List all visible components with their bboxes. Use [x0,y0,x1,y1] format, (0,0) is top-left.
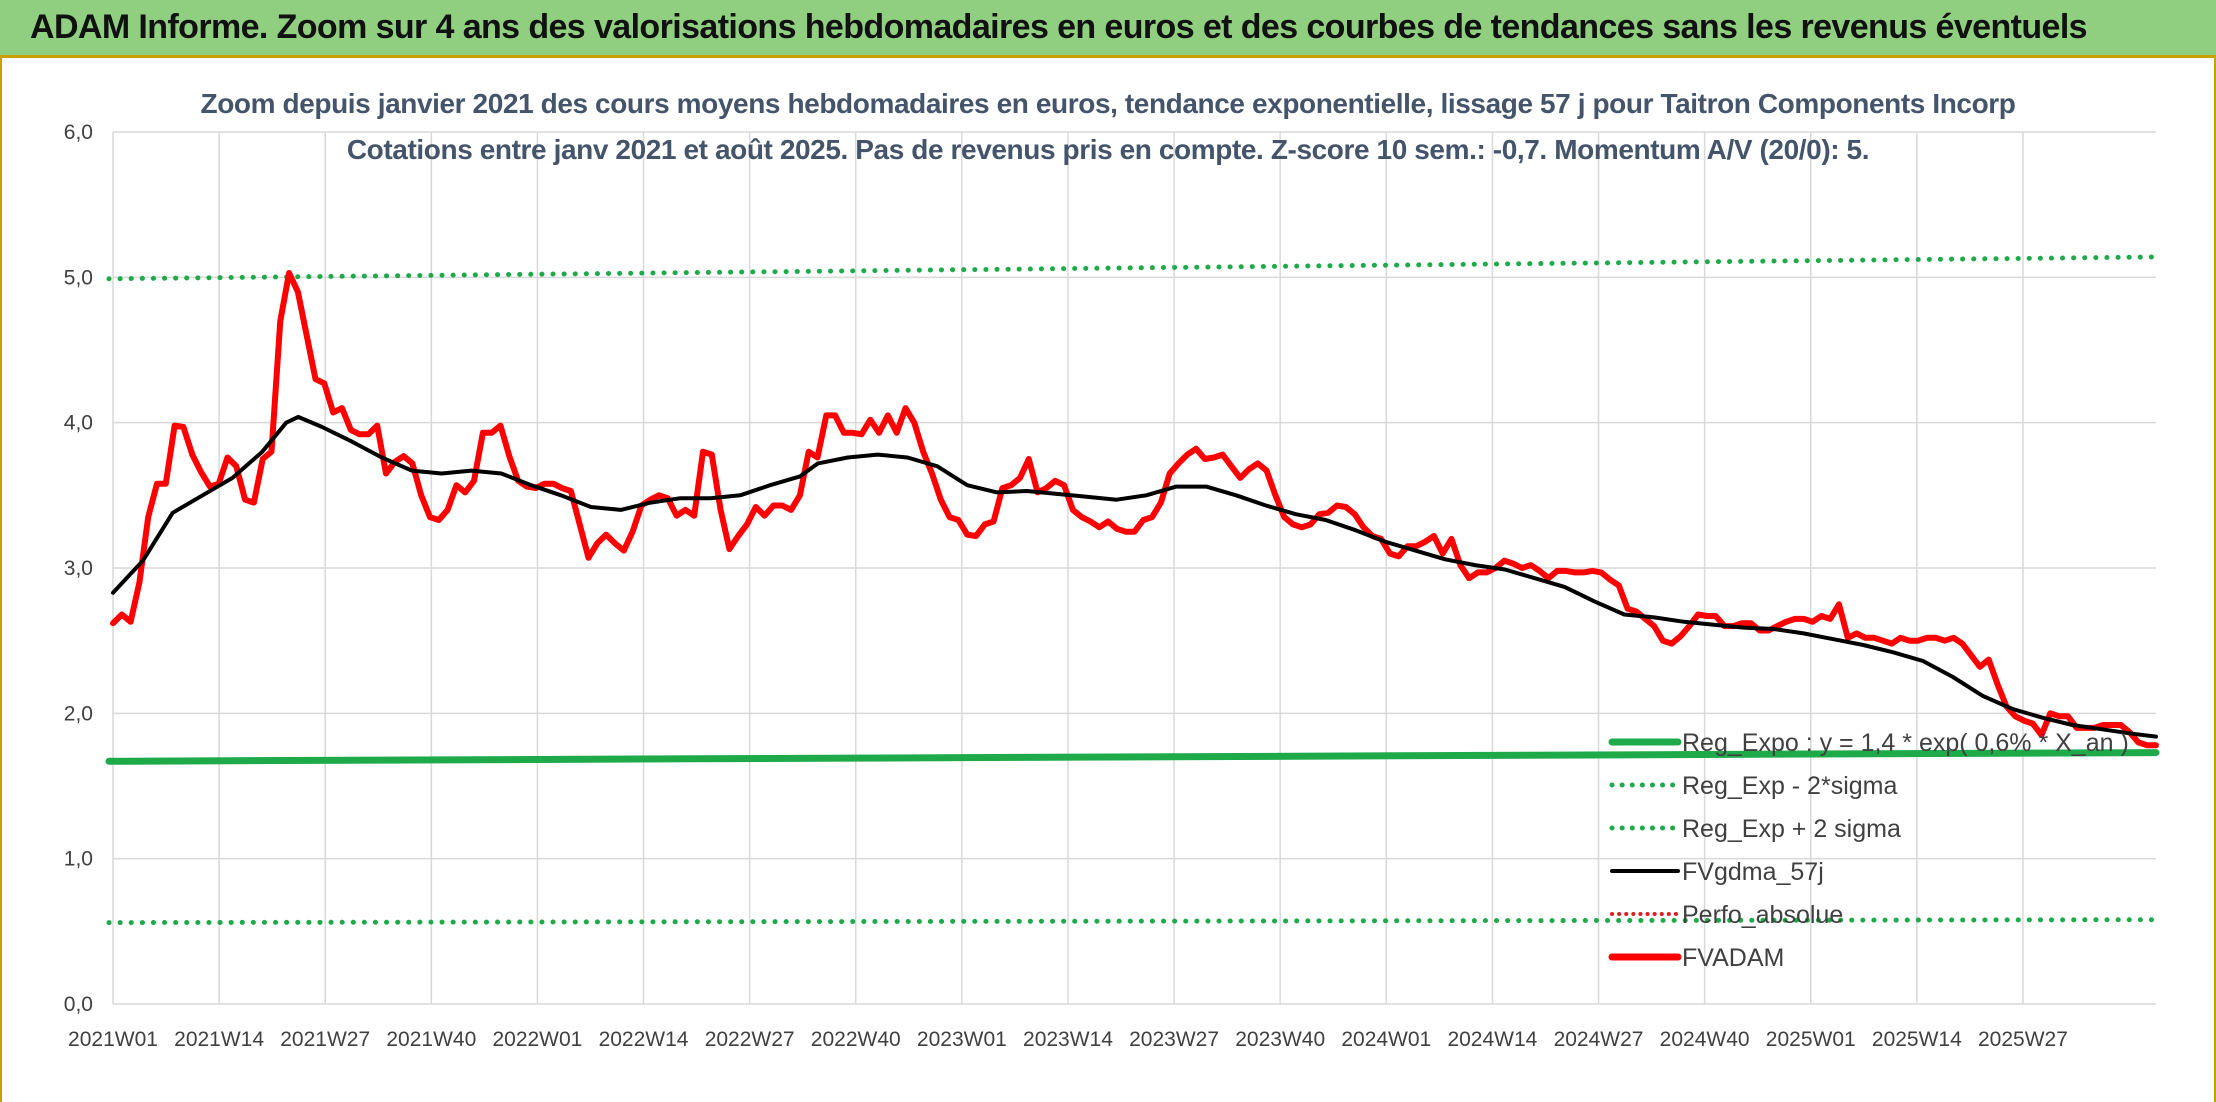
legend: Reg_Expo : y = 1,4 * exp( 0,6% * X_an ) R… [1608,729,2129,972]
series-line-fvgdma [111,414,2158,739]
x-tick-label: 2024W40 [1660,1028,1750,1051]
x-tick-label: 2021W01 [68,1028,158,1051]
legend-label: Reg_Exp + 2 sigma [1682,815,1901,843]
series-line-upper-sigma [106,254,2159,282]
chart-subtitle: Cotations entre janv 2021 et août 2025. … [346,134,1870,165]
legend-label: FVADAM [1682,944,1784,972]
series-line-reg-expo [105,749,2160,765]
x-tick-label: 2024W14 [1447,1028,1537,1051]
x-tick-label: 2022W40 [811,1028,901,1051]
y-tick-label: 3,0 [64,557,93,580]
x-tick-label: 2023W40 [1235,1028,1325,1051]
legend-label: Perfo_absolue [1682,901,1843,929]
y-tick-label: 4,0 [64,412,93,435]
x-tick-label: 2024W01 [1341,1028,1431,1051]
y-tick-label: 5,0 [64,266,93,289]
x-tick-label: 2023W14 [1023,1028,1113,1051]
gridlines [112,131,2156,1005]
x-tick-label: 2021W27 [280,1028,370,1051]
y-tick-label: 6,0 [64,121,93,144]
chart-title: Zoom depuis janvier 2021 des cours moyen… [200,88,2016,119]
series-line-fvadam [110,270,2159,749]
legend-label: FVgdma_57j [1682,858,1824,886]
x-tick-label: 2023W01 [917,1028,1007,1051]
x-tick-label: 2024W27 [1554,1028,1644,1051]
y-tick-label: 2,0 [64,702,93,725]
x-tick-label: 2022W01 [492,1028,582,1051]
x-tick-label: 2025W27 [1978,1028,2068,1051]
report-title: ADAM Informe. Zoom sur 4 ans des valoris… [30,8,2088,46]
x-tick-label: 2025W14 [1872,1028,1962,1051]
x-tick-label: 2021W14 [174,1028,264,1051]
y-tick-label: 0,0 [64,993,93,1016]
legend-label: Reg_Expo : y = 1,4 * exp( 0,6% * X_an ) [1682,729,2129,757]
x-tick-label: 2022W14 [599,1028,689,1051]
report-banner: ADAM Informe. Zoom sur 4 ans des valoris… [0,0,2216,58]
x-tick-label: 2021W40 [386,1028,476,1051]
x-tick-label: 2022W27 [705,1028,795,1051]
legend-label: Reg_Exp - 2*sigma [1682,772,1897,800]
series-line-lower-sigma [106,917,2159,926]
x-tick-label: 2025W01 [1766,1028,1856,1051]
x-tick-label: 2023W27 [1129,1028,1219,1051]
y-tick-label: 1,0 [64,848,93,871]
chart-frame [0,58,2216,1102]
